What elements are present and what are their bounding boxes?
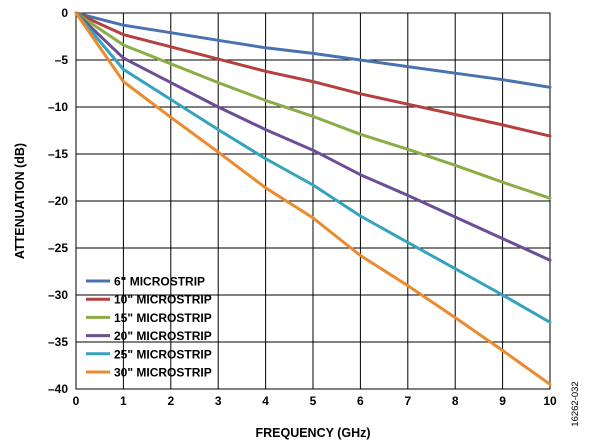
- series-lines: [74, 11, 552, 386]
- x-tick-label-8: 8: [452, 394, 459, 408]
- legend-label-5: 25" MICROSTRIP: [114, 347, 212, 361]
- series-line-5: [74, 11, 552, 324]
- x-tick-label-4: 4: [262, 394, 269, 408]
- series-line-3: [74, 11, 552, 200]
- legend-label-1: 6" MICROSTRIP: [114, 275, 205, 289]
- legend-label-6: 30" MICROSTRIP: [114, 366, 212, 380]
- x-tick-label-9: 9: [499, 394, 506, 408]
- y-tick-label-4: –20: [48, 194, 68, 208]
- legend: 6" MICROSTRIP 10" MICROSTRIP 15" MICROSTRI…: [86, 275, 212, 380]
- series-line-2: [74, 11, 552, 138]
- y-tick-label-1: –5: [55, 53, 69, 67]
- y-tick-label-0: 0: [61, 6, 68, 20]
- x-axis-ticks: 0 1 2 3 4 5 6 7 8 9 10: [73, 394, 557, 408]
- y-tick-label-2: –10: [48, 100, 68, 114]
- y-axis-title: ATTENUATION (dB): [13, 143, 27, 259]
- x-tick-label-10: 10: [543, 394, 557, 408]
- x-tick-label-0: 0: [73, 394, 80, 408]
- y-tick-label-6: –30: [48, 288, 68, 302]
- x-tick-label-1: 1: [120, 394, 127, 408]
- y-tick-label-5: –25: [48, 241, 68, 255]
- x-axis-title: FREQUENCY (GHz): [255, 426, 370, 440]
- x-tick-label-2: 2: [167, 394, 174, 408]
- x-tick-label-7: 7: [404, 394, 411, 408]
- plot-frame: [75, 12, 551, 390]
- x-tick-label-6: 6: [357, 394, 364, 408]
- series-line-4: [74, 11, 552, 262]
- x-tick-label-5: 5: [310, 394, 317, 408]
- y-tick-label-7: –35: [48, 335, 68, 349]
- x-tick-label-3: 3: [215, 394, 222, 408]
- legend-label-2: 10" MICROSTRIP: [114, 293, 212, 307]
- legend-label-3: 15" MICROSTRIP: [114, 311, 212, 325]
- y-axis-ticks: 0 –5 –10 –15 –20 –25 –30 –35 –40: [48, 6, 68, 396]
- y-tick-label-8: –40: [48, 382, 68, 396]
- series-line-6: [74, 11, 552, 386]
- series-line-1: [74, 11, 552, 89]
- figure-id: 16262-032: [570, 381, 581, 426]
- y-tick-label-3: –15: [48, 147, 68, 161]
- legend-label-4: 20" MICROSTRIP: [114, 329, 212, 343]
